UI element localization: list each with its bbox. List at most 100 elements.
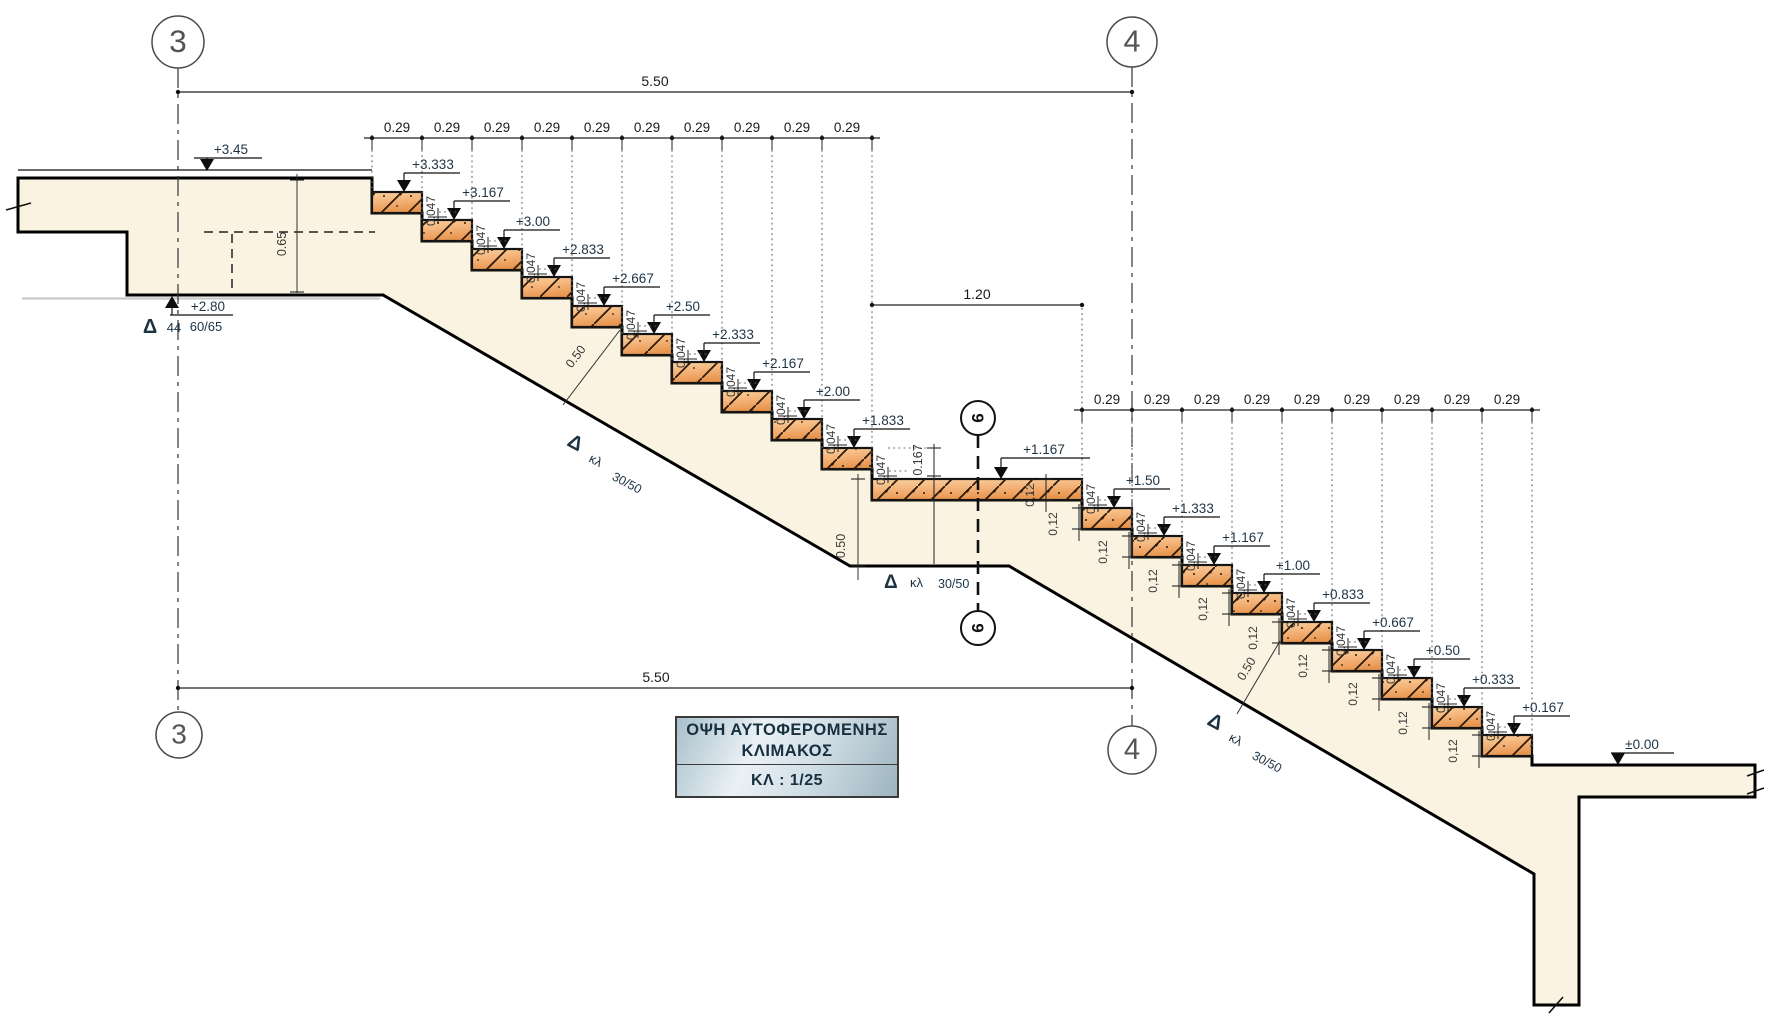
block-dim-012: 0,12: [1396, 711, 1410, 735]
tread-dim-0.29: 0.29: [1144, 392, 1170, 407]
tread-dim-0.29: 0.29: [584, 120, 610, 135]
elevation-arrow-down-icon: [447, 208, 461, 220]
grid-bubble-4-bot: [1107, 725, 1157, 775]
tread-block-hatch: [1132, 536, 1182, 557]
elevation-arrow-down-icon: [497, 237, 511, 249]
nose-dim-0.047: 0.047: [674, 338, 688, 368]
nose-dim-0.047: 0.047: [874, 455, 888, 485]
elevation-label: +0.667: [1372, 615, 1414, 630]
elevation-arrow-down-icon: [1507, 723, 1521, 735]
tread-dim-0.29: 0.29: [734, 120, 760, 135]
tread-dim-0.29: 0.29: [1244, 392, 1270, 407]
waist-dim-line: [562, 329, 621, 406]
elevation-arrow-down-icon: [647, 322, 661, 334]
grid-bubble-4-top: [1106, 16, 1158, 68]
break-mark: [1746, 769, 1765, 777]
elevation-arrow-down-icon: [847, 436, 861, 448]
elevation-arrow-down-icon: [994, 467, 1008, 479]
tread-dim-0.29: 0.29: [1194, 392, 1220, 407]
tread-block-hatch: [1182, 565, 1232, 586]
elevation-arrow-up-icon: [165, 296, 179, 308]
delta-symbol: Δ: [564, 430, 587, 456]
drawing-title: ΟΨΗ ΑΥΤΟΦΕΡΟΜΕΝΗΣ ΚΛΙΜΑΚΟΣ: [677, 718, 897, 766]
tread-dim-0.29: 0.29: [834, 120, 860, 135]
break-mark: [1548, 996, 1564, 1014]
grid-number-3-bot: 3: [171, 719, 187, 750]
elevation-label: +3.45: [214, 142, 248, 157]
dimensions: 5.50 5.50 1.20 0.29 0.29 0.29 0.29 0.29 0.29 0.29…: [175, 73, 1540, 750]
nose-dim-0.047: 0.047: [1484, 711, 1498, 741]
elevation-arrow-down-icon: [1357, 638, 1371, 650]
nose-dim-0.047: 0.047: [1234, 569, 1248, 599]
delta-symbol: Δ: [1204, 709, 1227, 735]
elevation-markers: +3.333 +3.167 +3.00 +2.833 +2.667 +2.50 +2.333…: [194, 142, 1674, 765]
tread-dim-0.29: 0.29: [1094, 392, 1120, 407]
elevation-arrow-down-icon: [397, 180, 411, 192]
beam-soffit-elevation: +2.80: [191, 299, 225, 314]
delta-symbol: Δ: [143, 316, 157, 338]
elevation-label: +3.333: [412, 157, 454, 172]
nose-dim-0.047: 0.047: [774, 395, 788, 425]
tread-block-hatch: [522, 277, 572, 298]
tread-dim-0.29: 0.29: [1394, 392, 1420, 407]
riser-dim-0.167: 0.167: [911, 444, 925, 475]
grid-number-4-top: 4: [1124, 25, 1141, 59]
beam-size: 60/65: [190, 319, 223, 334]
delta-symbol: Δ: [884, 572, 898, 593]
block-dim-012: 0,12: [1023, 483, 1037, 507]
elevation-arrow-down-icon: [747, 379, 761, 391]
elevation-arrow-down-icon: [1257, 581, 1271, 593]
tread-block-hatch: [1082, 508, 1132, 529]
section-number: 9: [968, 413, 987, 422]
elevation-label: +1.167: [1023, 442, 1065, 457]
elevation-arrow-down-icon: [1157, 524, 1171, 536]
block-dim-012: 0,12: [1346, 682, 1360, 706]
tread-block-hatch: [422, 220, 472, 241]
dim-tick-dot: [175, 685, 181, 691]
elevation-arrow-down-icon: [1611, 753, 1625, 765]
elevation-label: ±0.00: [1625, 737, 1659, 752]
elevation-label: +1.167: [1222, 530, 1264, 545]
nose-dims: 0.047 0.047 0.047 0.047 0.047 0.047 0.047 0.047…: [424, 196, 1518, 741]
grid-bubble-3-bot: [155, 711, 203, 759]
elevation-label: +3.00: [516, 214, 550, 229]
slab-label-name: κλ: [910, 575, 924, 590]
nose-dim-0.047: 0.047: [1084, 484, 1098, 514]
tread-dim-0.29: 0.29: [684, 120, 710, 135]
nose-dim-0.047: 0.047: [524, 253, 538, 283]
elevation-arrow-down-icon: [1207, 553, 1221, 565]
landing-dim: 1.20: [963, 286, 990, 302]
elevation-arrow-down-icon: [1407, 666, 1421, 678]
elevation-label: +2.167: [762, 356, 804, 371]
slab-label-name: κλ: [1227, 730, 1246, 750]
tread-block-hatch: [1482, 735, 1532, 756]
drawing-scale: ΚΛ : 1/25: [750, 771, 824, 789]
slab-label-size: 30/50: [610, 470, 644, 497]
tread-block-hatch: [722, 391, 772, 412]
tread-dim-0.29: 0.29: [484, 120, 510, 135]
elevation-label: +1.00: [1276, 558, 1310, 573]
overall-dim-top: 5.50: [641, 73, 668, 89]
nose-dim-0.047: 0.047: [824, 424, 838, 454]
slab-label-name: κλ: [587, 451, 606, 471]
section-number: 9: [968, 623, 987, 632]
elevation-arrow-down-icon: [547, 265, 561, 277]
elevation-arrow-down-icon: [597, 294, 611, 306]
tread-dim-0.29: 0.29: [434, 120, 460, 135]
block-dim-012: 0,12: [1246, 626, 1260, 650]
nose-dim-0.047: 0.047: [1134, 512, 1148, 542]
tread-block-hatch: [472, 249, 522, 270]
block-dim-012: 0,12: [1046, 512, 1060, 536]
tread-block-hatch: [572, 306, 622, 327]
beam-number: 44: [167, 320, 181, 335]
tread-dim-0.29: 0.29: [1344, 392, 1370, 407]
elevation-label: +2.50: [666, 299, 700, 314]
waist-dim-line: [1236, 640, 1281, 715]
tread-dim-0.29: 0.29: [1444, 392, 1470, 407]
section-bubble: [960, 610, 996, 646]
tread-block-hatch: [1282, 622, 1332, 643]
elevation-arrow-down-icon: [200, 159, 214, 171]
grid-bubble-3-top: [151, 15, 205, 69]
